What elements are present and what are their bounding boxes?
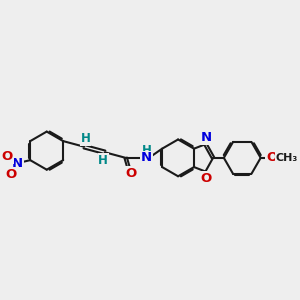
Text: N: N xyxy=(141,152,152,164)
Text: CH₃: CH₃ xyxy=(275,153,298,163)
Text: N: N xyxy=(12,157,23,170)
Text: H: H xyxy=(142,144,152,157)
Text: O: O xyxy=(125,167,137,180)
Text: O: O xyxy=(266,152,278,164)
Text: H: H xyxy=(98,154,108,167)
Text: H: H xyxy=(81,132,91,145)
Text: N: N xyxy=(200,131,211,144)
Text: O: O xyxy=(6,168,17,181)
Text: O: O xyxy=(200,172,212,185)
Text: O: O xyxy=(2,150,13,163)
